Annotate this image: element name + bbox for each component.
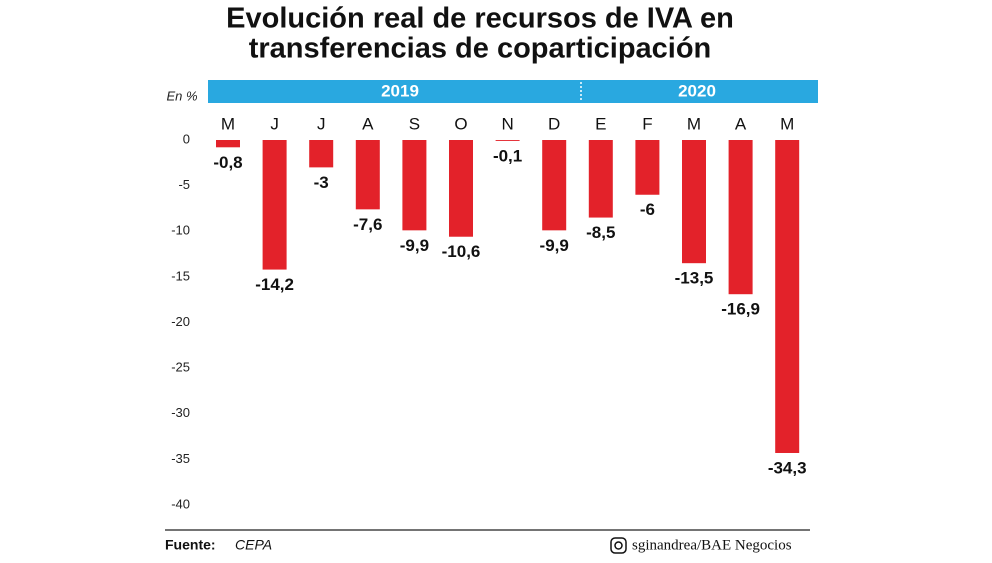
y-tick-label: -5 [178, 177, 190, 192]
source: CEPA [235, 537, 272, 553]
value-label: -13,5 [675, 269, 714, 288]
value-label: -14,2 [255, 275, 294, 294]
y-tick-label: -25 [171, 360, 190, 375]
value-label: -9,9 [540, 236, 569, 255]
year-band [208, 80, 818, 103]
bar [355, 140, 380, 210]
x-tick-label: A [735, 114, 747, 133]
bar [542, 140, 567, 231]
value-label: -0,1 [493, 146, 522, 165]
year-label: 2019 [381, 81, 419, 100]
bar [262, 140, 287, 270]
x-tick-label: M [780, 114, 794, 133]
x-tick-label: M [687, 114, 701, 133]
y-tick-label: -30 [171, 405, 190, 420]
x-tick-label: J [317, 114, 326, 133]
x-tick-label: O [454, 114, 467, 133]
y-axis-label: En % [166, 88, 197, 103]
x-tick-label: D [548, 114, 560, 133]
bar [449, 140, 473, 237]
credit: sginandrea/BAE Negocios [632, 537, 792, 553]
x-tick-label: M [221, 114, 235, 133]
chart-subtitle: transferencias de coparticipación [249, 33, 712, 65]
y-tick-label: -10 [171, 223, 190, 238]
x-tick-label: F [642, 114, 652, 133]
x-tick-label: S [409, 114, 420, 133]
x-tick-label: A [362, 114, 374, 133]
bar [775, 140, 800, 453]
source-label: Fuente: [165, 537, 216, 553]
value-label: -7,6 [353, 215, 382, 234]
bar [402, 140, 427, 231]
y-tick-label: -35 [171, 451, 190, 466]
value-label: -3 [314, 173, 329, 192]
value-label: -8,5 [586, 223, 615, 242]
bar [495, 140, 520, 141]
instagram-icon-lens [614, 541, 623, 550]
x-tick-label: J [270, 114, 279, 133]
x-tick-label: N [501, 114, 513, 133]
value-label: -9,9 [400, 236, 429, 255]
y-tick-label: 0 [183, 131, 190, 146]
x-tick-label: E [595, 114, 606, 133]
year-label: 2020 [678, 81, 716, 100]
value-label: -6 [640, 200, 655, 219]
value-label: -10,6 [442, 242, 481, 261]
bar [682, 140, 706, 264]
bar [309, 140, 334, 168]
instagram-icon [610, 537, 627, 554]
value-label: -0,8 [213, 153, 242, 172]
y-tick-label: -15 [171, 268, 190, 283]
chart-title: Evolución real de recursos de IVA en [226, 3, 734, 35]
bar [216, 140, 240, 148]
value-label: -34,3 [768, 458, 807, 477]
y-tick-label: -20 [171, 314, 190, 329]
bar [588, 140, 613, 218]
value-label: -16,9 [721, 300, 760, 319]
bar [635, 140, 660, 195]
bar [728, 140, 753, 295]
y-tick-label: -40 [171, 496, 190, 511]
